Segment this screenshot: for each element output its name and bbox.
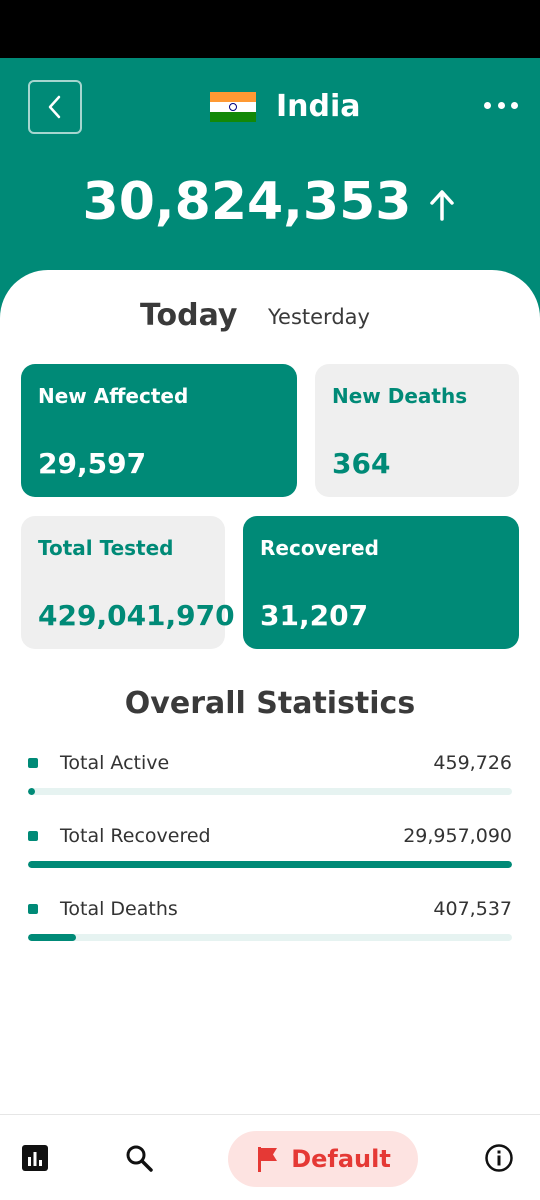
country-flag [210,92,256,122]
stat-value: 29,957,090 [403,825,512,847]
tile-label: New Affected [38,384,189,408]
chevron-left-icon [48,95,61,119]
tile-label: Total Tested [38,536,174,560]
info-icon[interactable] [484,1143,514,1173]
search-icon[interactable] [124,1143,154,1173]
tile-recovered: Recovered 31,207 [243,516,519,649]
stat-name: Total Deaths [60,898,178,920]
stat-total-active: Total Active 459,726 [28,748,512,798]
tile-label: Recovered [260,536,379,560]
country-name: India [276,89,361,124]
status-bar [0,0,540,58]
bullet-icon [28,831,38,841]
stat-name: Total Recovered [60,825,211,847]
stat-total-recovered: Total Recovered 29,957,090 [28,821,512,871]
tab-yesterday[interactable]: Yesterday [268,305,370,329]
stat-value: 459,726 [433,752,512,774]
default-button-label: Default [291,1145,391,1173]
stat-progress-fill [28,788,36,795]
tile-total-tested: Total Tested 429,041,970 [21,516,235,649]
tile-value: 364 [332,447,391,480]
bottom-navigation: Default [0,1114,540,1200]
total-cases: 30,824,353 [0,172,540,232]
overall-statistics-title: Overall Statistics [124,686,416,721]
tab-today[interactable]: Today [140,298,238,333]
default-button[interactable]: Default [228,1131,418,1187]
tile-new-deaths: New Deaths 364 [315,364,519,497]
tile-value: 29,597 [38,447,147,480]
more-horizontal-icon [484,101,491,109]
stat-value: 407,537 [433,898,512,920]
tile-new-affected: New Affected 29,597 [21,364,297,497]
more-options-button[interactable] [484,96,518,114]
stat-progress-fill [28,934,77,941]
total-cases-value: 30,824,353 [82,172,412,232]
bullet-icon [28,904,38,914]
stat-name: Total Active [60,752,170,774]
tile-value: 429,041,970 [38,599,235,632]
tile-value: 31,207 [260,599,369,632]
day-tabs: Today Yesterday [0,296,540,336]
stat-progress-fill [28,861,512,868]
stat-progress-track [28,788,512,795]
stat-total-deaths: Total Deaths 407,537 [28,894,512,944]
flag-icon [258,1147,278,1172]
bar-chart-icon[interactable] [20,1143,50,1173]
bullet-icon [28,758,38,768]
stat-progress-track [28,861,512,868]
tile-label: New Deaths [332,384,468,408]
back-button[interactable] [28,80,82,134]
stat-progress-track [28,934,512,941]
arrow-up-icon [430,190,455,221]
